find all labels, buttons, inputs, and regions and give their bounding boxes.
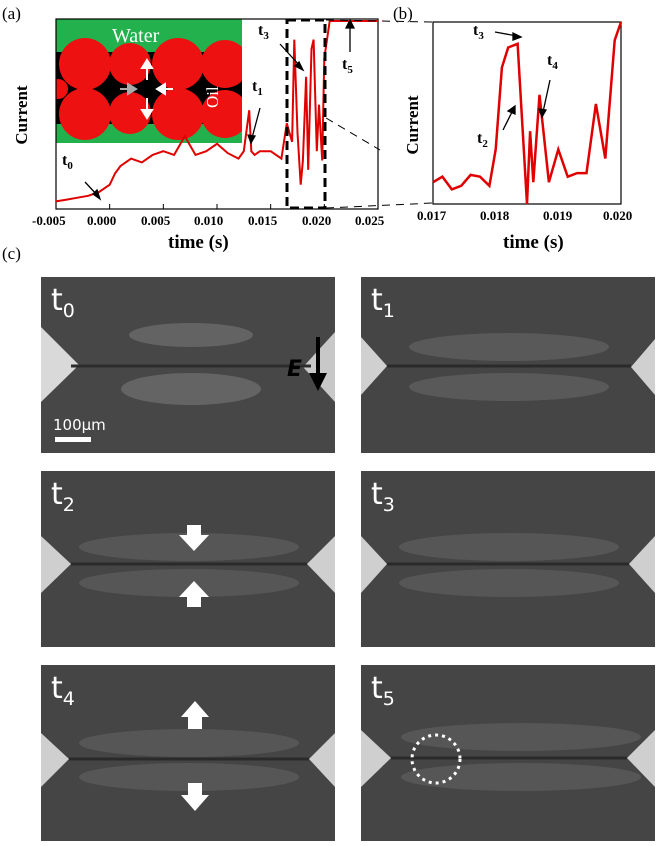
scale-bar [55, 437, 91, 442]
frame-image [41, 471, 335, 647]
frame-label: t4 [51, 671, 75, 710]
zoom-box [285, 18, 327, 210]
frame-image [41, 277, 335, 453]
chart-b-svg [432, 21, 623, 205]
scale-bar-label: 100μm [53, 416, 106, 434]
chart-a-xtick: 0.005 [141, 213, 171, 228]
frame-label: t2 [51, 477, 75, 516]
annotation-t2: t2 [477, 130, 488, 151]
frame-t5: t5 [361, 665, 655, 841]
chart-a-xtick: 0.010 [194, 213, 224, 228]
annotation-t0: t0 [62, 152, 73, 173]
chart-a-xtick: 0.015 [248, 213, 278, 228]
frame-t3: t3 [361, 471, 655, 647]
chart-b-series-line [432, 21, 623, 205]
inset-water-label: Water [112, 25, 160, 47]
frame-t1: t1 [361, 277, 655, 453]
frame-t4: t4 [41, 665, 335, 841]
chart-b-xtick: 0.017 [417, 208, 447, 223]
chart-b-ylabel: Current [403, 95, 422, 155]
annotation-t3: t3 [473, 22, 484, 43]
frame-t0: t0 E 100μm [41, 277, 335, 453]
chart-a-svg: Water Oil [55, 18, 379, 210]
arrow-up-icon [179, 581, 209, 607]
field-arrow-icon [309, 337, 327, 391]
annotation-t4: t4 [547, 52, 558, 73]
chart-b-xtick: 0.018 [480, 208, 510, 223]
arrow-up-icon [181, 701, 209, 729]
annotation-t5: t5 [342, 56, 353, 77]
frame-label: t3 [371, 477, 395, 516]
arrow-down-icon [179, 525, 209, 551]
chart-b-xtick: 0.019 [543, 208, 573, 223]
annotation-t1: t1 [252, 78, 263, 99]
inset-oil-droplets [56, 38, 242, 140]
chart-b-xlabel: time (s) [503, 232, 564, 253]
chart-a-series-line [55, 20, 378, 203]
chart-a-xtick: 0.000 [87, 213, 117, 228]
chart-a-xtick: 0.020 [302, 213, 332, 228]
chart-b-annotation-arrows [494, 31, 551, 131]
panel-label-a: (a) [2, 4, 21, 23]
frame-t2: t2 [41, 471, 335, 647]
frame-image [361, 277, 655, 453]
frame-label: t5 [371, 671, 395, 710]
inset-arrows [120, 58, 173, 120]
zoom-guides [325, 19, 434, 209]
inset-oil-label: Oil [203, 86, 222, 108]
field-label: E [287, 357, 303, 382]
panel-label-c: (c) [2, 244, 21, 263]
frame-label: t1 [371, 283, 395, 322]
frame-image [41, 665, 335, 841]
frame-label: t0 [51, 283, 75, 322]
arrow-down-icon [181, 783, 209, 811]
annotation-t3: t3 [258, 22, 269, 43]
chart-a-annotation-arrows [84, 18, 356, 201]
chart-b: Current time (s) 0.017 0.018 0.019 0.020… [395, 0, 657, 262]
chart-a-xlabel: time (s) [168, 232, 229, 253]
inset-diagram: Water Oil [56, 19, 242, 143]
frame-image [361, 471, 655, 647]
chart-b-xtick: 0.020 [603, 208, 633, 223]
chart-a: Water Oil Current time (s) -0.005 0.000 … [0, 0, 395, 262]
frame-image [361, 665, 655, 841]
chart-a-xtick: -0.005 [32, 213, 66, 228]
coalescence-marker [410, 733, 462, 785]
panel-label-b: (b) [393, 4, 413, 23]
chart-a-xtick: 0.025 [355, 213, 385, 228]
